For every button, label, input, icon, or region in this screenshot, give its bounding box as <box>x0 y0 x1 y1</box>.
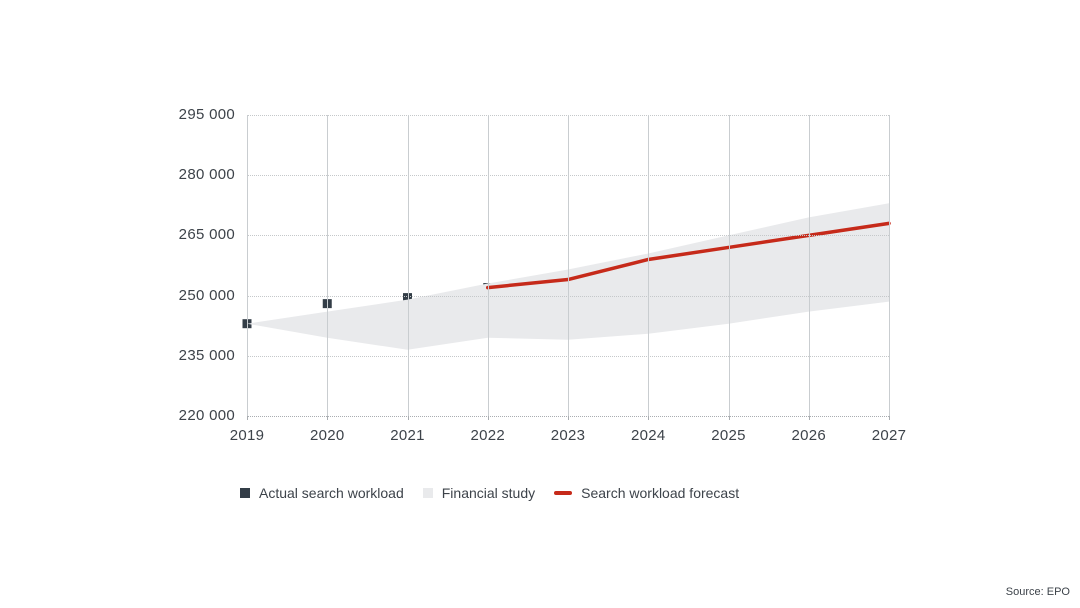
gridline-vertical <box>889 115 890 416</box>
x-axis-tick-label: 2022 <box>470 427 506 444</box>
chart-legend: Actual search workload Financial study Sea… <box>240 485 739 501</box>
legend-item: Financial study <box>422 485 536 501</box>
x-axis-tick-label: 2023 <box>550 427 586 444</box>
forecast-line <box>486 221 891 290</box>
gridline-vertical <box>808 115 810 416</box>
gridline-vertical <box>247 115 248 416</box>
x-axis-tick-mark <box>808 416 810 420</box>
x-axis-tick-mark <box>889 416 890 420</box>
x-axis-tick-mark <box>487 416 489 420</box>
y-axis-tick-label: 250 000 <box>178 286 235 304</box>
legend-line-marker-icon <box>554 491 573 495</box>
plot-area <box>242 115 891 420</box>
x-axis-tick-label: 2026 <box>791 427 827 444</box>
legend-label: Actual search workload <box>259 485 404 501</box>
x-axis-tick-label: 2025 <box>711 427 746 444</box>
gridline-vertical <box>487 115 489 416</box>
x-axis-tick-mark <box>327 416 329 420</box>
legend-square-marker-icon <box>240 488 250 498</box>
x-axis-tick-label: 2020 <box>309 427 345 444</box>
gridline-vertical <box>728 115 730 416</box>
x-axis-tick-label: 2021 <box>390 427 425 444</box>
gridline-vertical <box>568 115 569 416</box>
x-axis-tick-mark <box>648 416 650 420</box>
x-axis-tick-mark <box>407 416 409 420</box>
legend-item: Actual search workload <box>240 485 404 501</box>
gridline-vertical <box>407 115 409 416</box>
y-axis-tick-label: 220 000 <box>178 407 235 424</box>
y-axis-tick-label: 265 000 <box>178 226 235 244</box>
y-axis-tick-label: 280 000 <box>178 166 235 184</box>
x-axis-tick-label: 2024 <box>630 427 666 444</box>
x-axis-tick-label: 2019 <box>229 427 265 444</box>
gridline-vertical <box>648 115 650 416</box>
x-axis-tick-mark <box>247 416 248 420</box>
source-note: Source: EPO <box>1005 586 1070 598</box>
legend-square-marker-icon <box>422 488 433 498</box>
legend-item: Search workload forecast <box>554 485 739 501</box>
x-axis-tick-label: 2027 <box>871 427 907 444</box>
legend-label: Financial study <box>441 485 536 501</box>
x-axis-tick-mark <box>568 416 569 420</box>
legend-label: Search workload forecast <box>581 485 740 501</box>
y-axis-tick-label: 295 000 <box>178 106 235 123</box>
x-axis-tick-mark <box>728 416 730 420</box>
y-axis-tick-label: 235 000 <box>178 346 235 364</box>
gridline-vertical <box>327 115 329 416</box>
